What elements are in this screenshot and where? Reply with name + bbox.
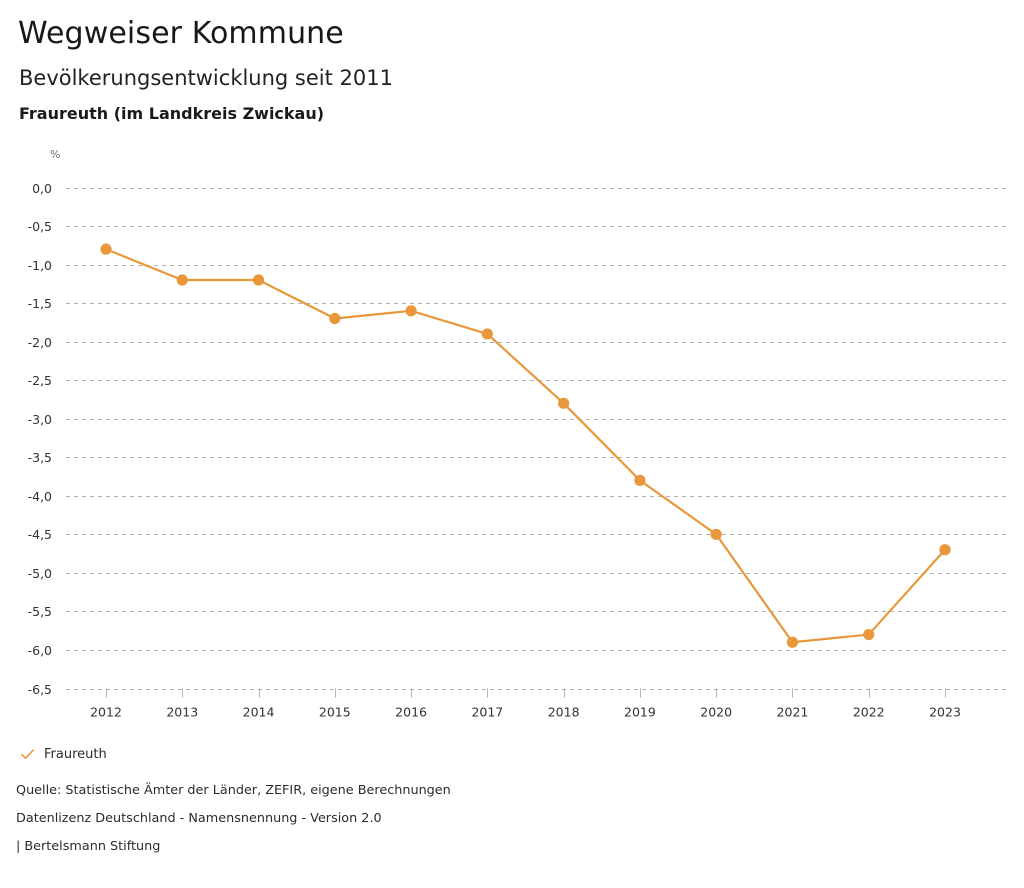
region-label: Fraureuth (im Landkreis Zwickau) bbox=[19, 104, 325, 123]
y-axis-tick-label: -4,5 bbox=[28, 527, 52, 542]
x-axis-tick-label: 2015 bbox=[319, 705, 351, 720]
series-lines bbox=[104, 248, 947, 644]
x-axis-tick-label: 2012 bbox=[90, 705, 122, 720]
x-axis-tick-label: 2014 bbox=[243, 705, 275, 720]
x-axis-tick-label: 2016 bbox=[395, 705, 427, 720]
gridlines bbox=[66, 188, 1010, 690]
footer-license: Datenlizenz Deutschland - Namensnennung … bbox=[16, 811, 382, 827]
x-axis-tick-label: 2017 bbox=[471, 705, 503, 720]
series-line-fraureuth bbox=[104, 248, 947, 644]
data-point[interactable] bbox=[405, 305, 417, 317]
x-axis-tick-label: 2022 bbox=[853, 705, 885, 720]
chart-legend[interactable]: Fraureuth bbox=[20, 744, 107, 764]
y-axis-unit-label: % bbox=[50, 148, 60, 161]
data-point[interactable] bbox=[786, 636, 799, 648]
y-axis-tick-label: -2,0 bbox=[28, 335, 52, 350]
x-axis-tick-label: 2023 bbox=[929, 705, 961, 720]
y-axis-tick-label: -5,5 bbox=[28, 604, 52, 619]
data-point[interactable] bbox=[252, 274, 265, 286]
data-point[interactable] bbox=[329, 312, 341, 325]
y-axis-tick-label: -1,0 bbox=[28, 258, 52, 273]
data-point[interactable] bbox=[939, 544, 951, 556]
y-axis-tick-label: -5,0 bbox=[28, 566, 52, 581]
data-point[interactable] bbox=[481, 328, 493, 340]
footer-source: Quelle: Statistische Ämter der Länder, Z… bbox=[16, 783, 451, 798]
data-point[interactable] bbox=[634, 474, 646, 486]
y-axis-tick-label: 0,0 bbox=[32, 181, 52, 196]
chart-footer: Quelle: Statistische Ämter der Länder, Z… bbox=[16, 783, 451, 855]
y-axis-tick-label: -6,5 bbox=[28, 682, 52, 697]
y-axis-tick-label: -0,5 bbox=[28, 219, 52, 234]
page-title: Wegweiser Kommune bbox=[18, 16, 344, 51]
check-icon bbox=[21, 748, 34, 759]
x-axis-tick-label: 2018 bbox=[548, 705, 580, 720]
data-point[interactable] bbox=[558, 397, 570, 409]
x-axis-tick-labels: 2012 2013 2014 2015 2016 2017 2018 2019 2020 2021… bbox=[90, 705, 961, 720]
y-axis-tick-labels: 0,0 -0,5 -1,0 -1,5 -2,0 -2,5 -3,0 -3,5 -4,0 -4,5 -… bbox=[28, 181, 52, 697]
series-data-points bbox=[100, 243, 951, 648]
y-axis-tick-label: -3,0 bbox=[28, 412, 52, 427]
y-axis-tick-label: -1,5 bbox=[28, 296, 52, 311]
data-point[interactable] bbox=[710, 528, 722, 540]
footer-publisher: | Bertelsmann Stiftung bbox=[16, 839, 161, 855]
x-axis-tick-label: 2013 bbox=[166, 705, 198, 720]
data-point[interactable] bbox=[100, 243, 112, 255]
y-axis-unit-group: % bbox=[50, 148, 60, 161]
x-axis-tick-label: 2020 bbox=[700, 705, 732, 720]
data-point[interactable] bbox=[176, 274, 188, 286]
y-axis-tick-label: -4,0 bbox=[28, 489, 52, 504]
x-axis-tick-label: 2021 bbox=[777, 705, 809, 720]
page-subtitle: Bevölkerungsentwicklung seit 2011 bbox=[19, 66, 393, 90]
y-axis-tick-label: -6,0 bbox=[28, 643, 52, 658]
y-axis-tick-label: -2,5 bbox=[28, 373, 52, 388]
data-point[interactable] bbox=[863, 628, 875, 641]
x-axis-tick-label: 2019 bbox=[624, 705, 656, 720]
x-axis-tick-marks bbox=[106, 688, 946, 698]
y-axis-tick-label: -3,5 bbox=[28, 450, 52, 465]
legend-item-label: Fraureuth bbox=[44, 746, 107, 762]
